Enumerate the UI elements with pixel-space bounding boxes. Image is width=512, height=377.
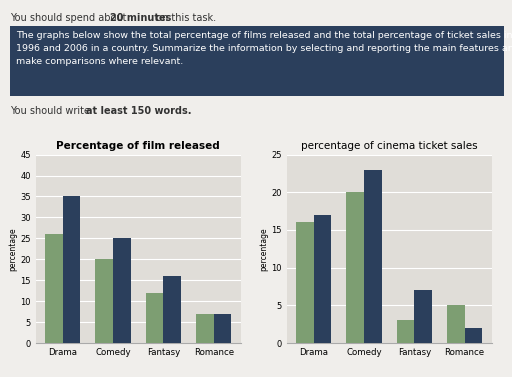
Text: at least 150 words.: at least 150 words.: [86, 106, 191, 116]
Bar: [397, 320, 414, 343]
Y-axis label: percentage: percentage: [260, 227, 269, 271]
Bar: [447, 305, 464, 343]
Text: You should spend about: You should spend about: [10, 13, 130, 23]
Bar: [63, 196, 80, 343]
Text: You should write: You should write: [10, 106, 93, 116]
Bar: [95, 259, 113, 343]
Text: The graphs below show the total percentage of films released and the total perce: The graphs below show the total percenta…: [16, 31, 512, 66]
Bar: [464, 328, 482, 343]
Title: Percentage of film released: Percentage of film released: [56, 141, 220, 151]
Bar: [45, 234, 63, 343]
Bar: [214, 314, 231, 343]
Bar: [364, 170, 381, 343]
Bar: [196, 314, 214, 343]
Bar: [296, 222, 314, 343]
Bar: [146, 293, 163, 343]
Bar: [163, 276, 181, 343]
Text: on this task.: on this task.: [153, 13, 216, 23]
Title: percentage of cinema ticket sales: percentage of cinema ticket sales: [301, 141, 477, 151]
Bar: [113, 238, 131, 343]
Bar: [314, 215, 331, 343]
Y-axis label: percentage: percentage: [9, 227, 17, 271]
Text: 20 minutes: 20 minutes: [110, 13, 172, 23]
Bar: [414, 290, 432, 343]
Bar: [346, 192, 364, 343]
